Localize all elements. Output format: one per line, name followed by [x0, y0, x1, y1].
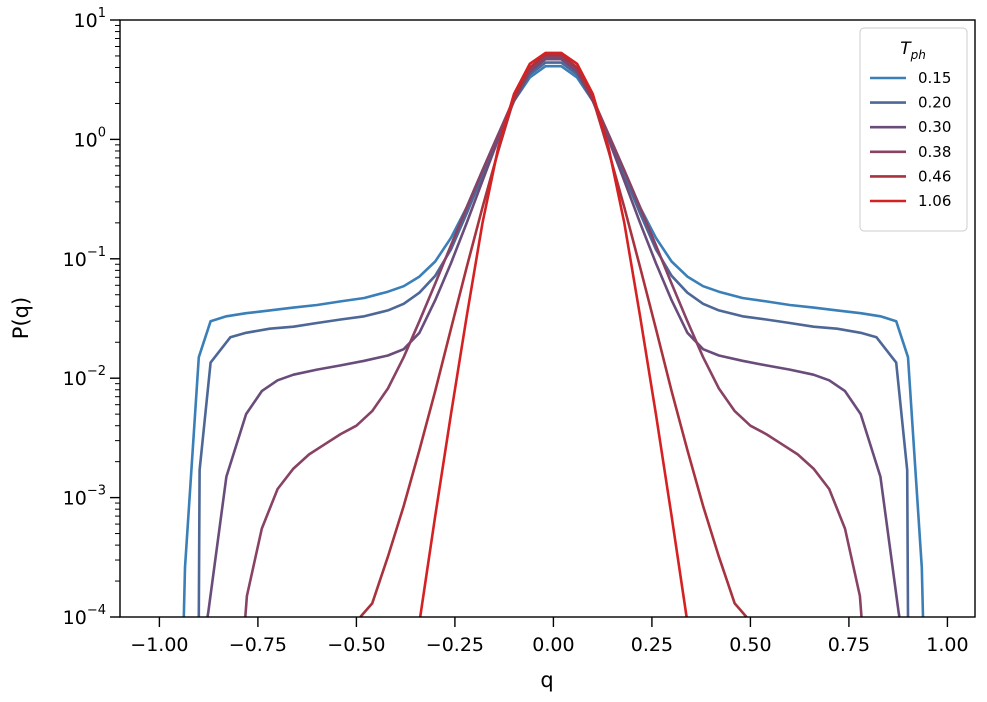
y-tick-label: 10−2 — [63, 364, 106, 390]
x-axis-label: q — [540, 668, 553, 692]
legend-title-sub: ph — [910, 48, 926, 62]
plot-frame — [119, 19, 976, 618]
legend-label-0-20: 0.20 — [918, 94, 951, 112]
x-tick-label: 0.00 — [532, 634, 574, 656]
x-tick-label: 0.50 — [729, 634, 771, 656]
x-tick-label: 1.00 — [926, 634, 968, 656]
legend-label-0-15: 0.15 — [918, 69, 951, 87]
x-tick-label: 0.25 — [631, 634, 673, 656]
x-tick-label: −0.25 — [426, 634, 484, 656]
x-tick-label: −0.50 — [327, 634, 385, 656]
series-layer — [182, 51, 925, 618]
legend-label-0-38: 0.38 — [918, 143, 951, 161]
legend-title: Tph — [900, 39, 926, 62]
series-line-0-30 — [206, 57, 901, 618]
series-line-0-46 — [359, 53, 748, 618]
legend-title-main: T — [900, 39, 912, 59]
series-line-0-20 — [197, 61, 910, 618]
y-axis-label: P(q) — [9, 297, 33, 339]
series-line-1-06 — [418, 51, 688, 618]
series-line-0-38 — [244, 55, 863, 618]
legend-label-0-46: 0.46 — [918, 167, 951, 185]
y-tick-label: 10−4 — [63, 603, 106, 629]
legend-label-0-30: 0.30 — [918, 118, 951, 136]
x-tick-label: −1.00 — [130, 634, 188, 656]
x-axis: −1.00 −0.75 −0.50 −0.25 0.00 0.25 0.50 0.75 1.00 — [130, 617, 969, 656]
legend-label-1-06: 1.06 — [918, 192, 951, 210]
legend: Tph 0.15 0.20 0.30 0.38 0.46 1.06 — [859, 27, 968, 232]
series-line-0-15 — [182, 64, 925, 618]
x-tick-label: −0.75 — [229, 634, 287, 656]
y-tick-label: 101 — [74, 6, 106, 32]
y-tick-label: 10−1 — [63, 245, 106, 271]
y-tick-label: 10−3 — [63, 484, 106, 510]
y-tick-label: 100 — [74, 125, 106, 151]
x-tick-label: 0.75 — [828, 634, 870, 656]
y-axis: 101 100 10−1 10−2 10−3 10−4 — [63, 6, 120, 629]
